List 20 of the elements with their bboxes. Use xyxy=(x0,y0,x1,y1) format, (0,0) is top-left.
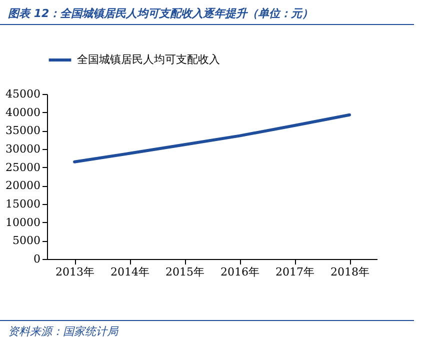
legend-label: 全国城镇居民人均可支配收入 xyxy=(77,53,220,66)
y-tick-label: 10000 xyxy=(6,216,40,229)
x-tick-label: 2016年 xyxy=(220,266,260,278)
y-tick-label: 25000 xyxy=(6,160,40,174)
line-series xyxy=(73,113,351,164)
chart-title: 图表 12：全国城镇居民人均可支配收入逐年提升（单位：元） xyxy=(0,0,414,25)
y-tick-label: 45000 xyxy=(6,88,40,100)
x-tick-label: 2017年 xyxy=(276,266,314,278)
y-tick-label: 20000 xyxy=(6,179,40,192)
y-tick-label: 40000 xyxy=(6,106,40,119)
y-tick-label: 30000 xyxy=(6,142,40,156)
text: 资料来源：国家统计局 xyxy=(0,320,414,337)
y-tick-label: 15000 xyxy=(6,198,40,210)
y-tick-label: 5000 xyxy=(12,234,40,248)
x-tick-label: 2018年 xyxy=(330,266,370,278)
x-tick-label: 2014年 xyxy=(110,266,150,278)
x-tick-label: 2013年 xyxy=(56,266,94,278)
y-tick-label: 0 xyxy=(34,252,40,266)
y-tick-label: 35000 xyxy=(6,124,40,138)
x-tick-label: 2015年 xyxy=(166,266,204,278)
